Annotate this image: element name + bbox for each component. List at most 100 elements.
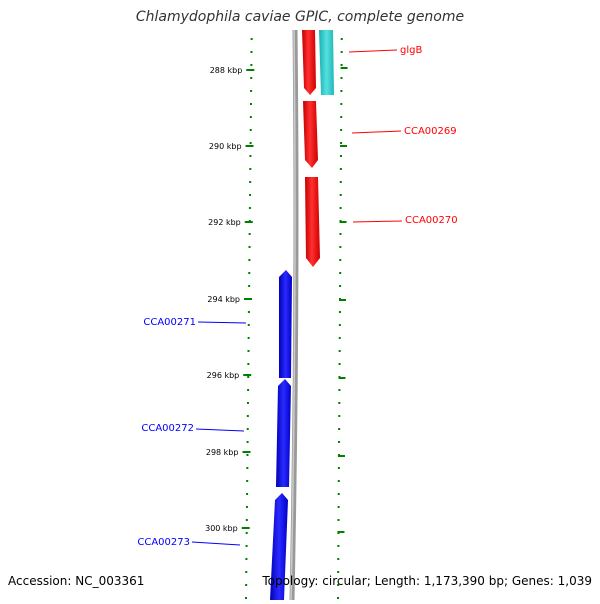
scale-dot — [247, 376, 249, 378]
scale-dot — [249, 168, 251, 170]
gene-label-glgB[interactable]: glgB — [400, 45, 422, 56]
gene-label-CCA00271[interactable]: CCA00271 — [143, 317, 196, 328]
scale-tick — [243, 374, 251, 376]
scale-dot — [248, 272, 250, 274]
scale-tick — [246, 145, 254, 147]
scale-dot — [337, 571, 339, 573]
scale-dot — [246, 545, 248, 547]
scale-dot — [340, 142, 342, 144]
scale-dot — [246, 532, 248, 534]
scale-tick-label: 300 kbp — [205, 524, 238, 533]
length-value: 1,173,390 bp — [424, 574, 504, 588]
gene-arrow-CCA00270[interactable] — [305, 177, 320, 267]
scale-dot — [250, 64, 252, 66]
gene-label-group-CCA00273[interactable]: CCA00273 — [137, 537, 240, 548]
gene-arrow-CCA00272[interactable] — [276, 379, 291, 487]
gene-arrow-glgB[interactable] — [302, 30, 316, 95]
scale-dot — [249, 155, 251, 157]
scale-dot — [339, 285, 341, 287]
scale-dot — [248, 285, 250, 287]
scale-dot — [340, 194, 342, 196]
scale-tick — [244, 298, 252, 300]
scale-dot — [338, 519, 340, 521]
gene-arrow-CCA00269[interactable] — [303, 101, 318, 168]
scale-dot — [339, 259, 341, 261]
map-title: Chlamydophila caviae GPIC, complete geno… — [0, 9, 600, 25]
gene-arrow-CCA00271[interactable] — [279, 270, 292, 378]
scale-dot — [340, 155, 342, 157]
gene-label-group-CCA00270[interactable]: CCA00270 — [353, 215, 458, 226]
scale-dot — [338, 389, 340, 391]
scale-dot — [246, 493, 248, 495]
scale-dot — [248, 259, 250, 261]
scale-tick-label: 296 kbp — [207, 371, 240, 380]
scale-dot — [250, 142, 252, 144]
scale-dot — [246, 454, 248, 456]
scale-dot — [247, 441, 249, 443]
scale-dot — [248, 311, 250, 313]
scale-dot — [341, 64, 343, 66]
gene-label-CCA00272[interactable]: CCA00272 — [141, 423, 194, 434]
scale-dot — [246, 480, 248, 482]
scale-tick — [242, 527, 250, 529]
scale-dot — [247, 428, 249, 430]
accession-label: Accession: — [8, 574, 71, 588]
scale-dot — [339, 233, 341, 235]
scale-tick — [242, 451, 250, 453]
scale-major-dash — [338, 377, 345, 379]
scale-dot — [339, 272, 341, 274]
scale-ring-outer — [337, 38, 348, 599]
scale-dot — [338, 441, 340, 443]
scale-tick-label: 294 kbp — [207, 295, 240, 304]
scale-dot — [248, 350, 250, 352]
scale-dot — [250, 129, 252, 131]
gene-label-group-CCA00272[interactable]: CCA00272 — [141, 423, 244, 434]
scale-dot — [249, 194, 251, 196]
scale-dot — [248, 337, 250, 339]
scale-dot — [339, 324, 341, 326]
scale-dot — [337, 558, 339, 560]
scale-major-dash — [341, 67, 348, 69]
gene-label-group-CCA00271[interactable]: CCA00271 — [143, 317, 246, 328]
scale-dot — [249, 207, 251, 209]
scale-tick — [246, 69, 254, 71]
scale-dot — [338, 428, 340, 430]
scale-dot — [340, 129, 342, 131]
scale-major-dash — [340, 145, 347, 147]
scale-major-dash — [340, 221, 347, 223]
scale-dot — [340, 168, 342, 170]
scale-major-dash — [339, 299, 346, 301]
scale-major-dash — [338, 455, 345, 457]
scale-dot — [340, 77, 342, 79]
scale-dot — [247, 415, 249, 417]
scale-major-dash — [337, 531, 344, 533]
genome-stats: Topology: circular; Length: 1,173,390 bp… — [262, 574, 592, 588]
scale-dot — [248, 324, 250, 326]
gene-label-CCA00270[interactable]: CCA00270 — [405, 215, 458, 226]
scale-dot — [250, 77, 252, 79]
length-label: Length: — [375, 574, 420, 588]
scale-ring-inner — [245, 38, 253, 599]
gene-label-group-CCA00269[interactable]: CCA00269 — [352, 126, 457, 137]
scale-dot — [250, 103, 252, 105]
gene-label-group-glgB[interactable]: glgB — [349, 45, 422, 56]
scale-dot — [339, 363, 341, 365]
gene-label-CCA00269[interactable]: CCA00269 — [404, 126, 457, 137]
scale-dot — [337, 597, 339, 599]
scale-dot — [338, 467, 340, 469]
scale-tick-label: 292 kbp — [208, 218, 241, 227]
gene-label-CCA00273[interactable]: CCA00273 — [137, 537, 190, 548]
scale-dot — [246, 467, 248, 469]
scale-dot — [341, 38, 343, 40]
scale-dot — [247, 363, 249, 365]
scale-dot — [245, 571, 247, 573]
feature-block[interactable] — [319, 30, 334, 95]
scale-dot — [250, 116, 252, 118]
scale-dot — [250, 90, 252, 92]
scale-dot — [338, 506, 340, 508]
scale-dot — [338, 493, 340, 495]
scale-dot — [245, 597, 247, 599]
topology-value: circular — [322, 574, 366, 588]
